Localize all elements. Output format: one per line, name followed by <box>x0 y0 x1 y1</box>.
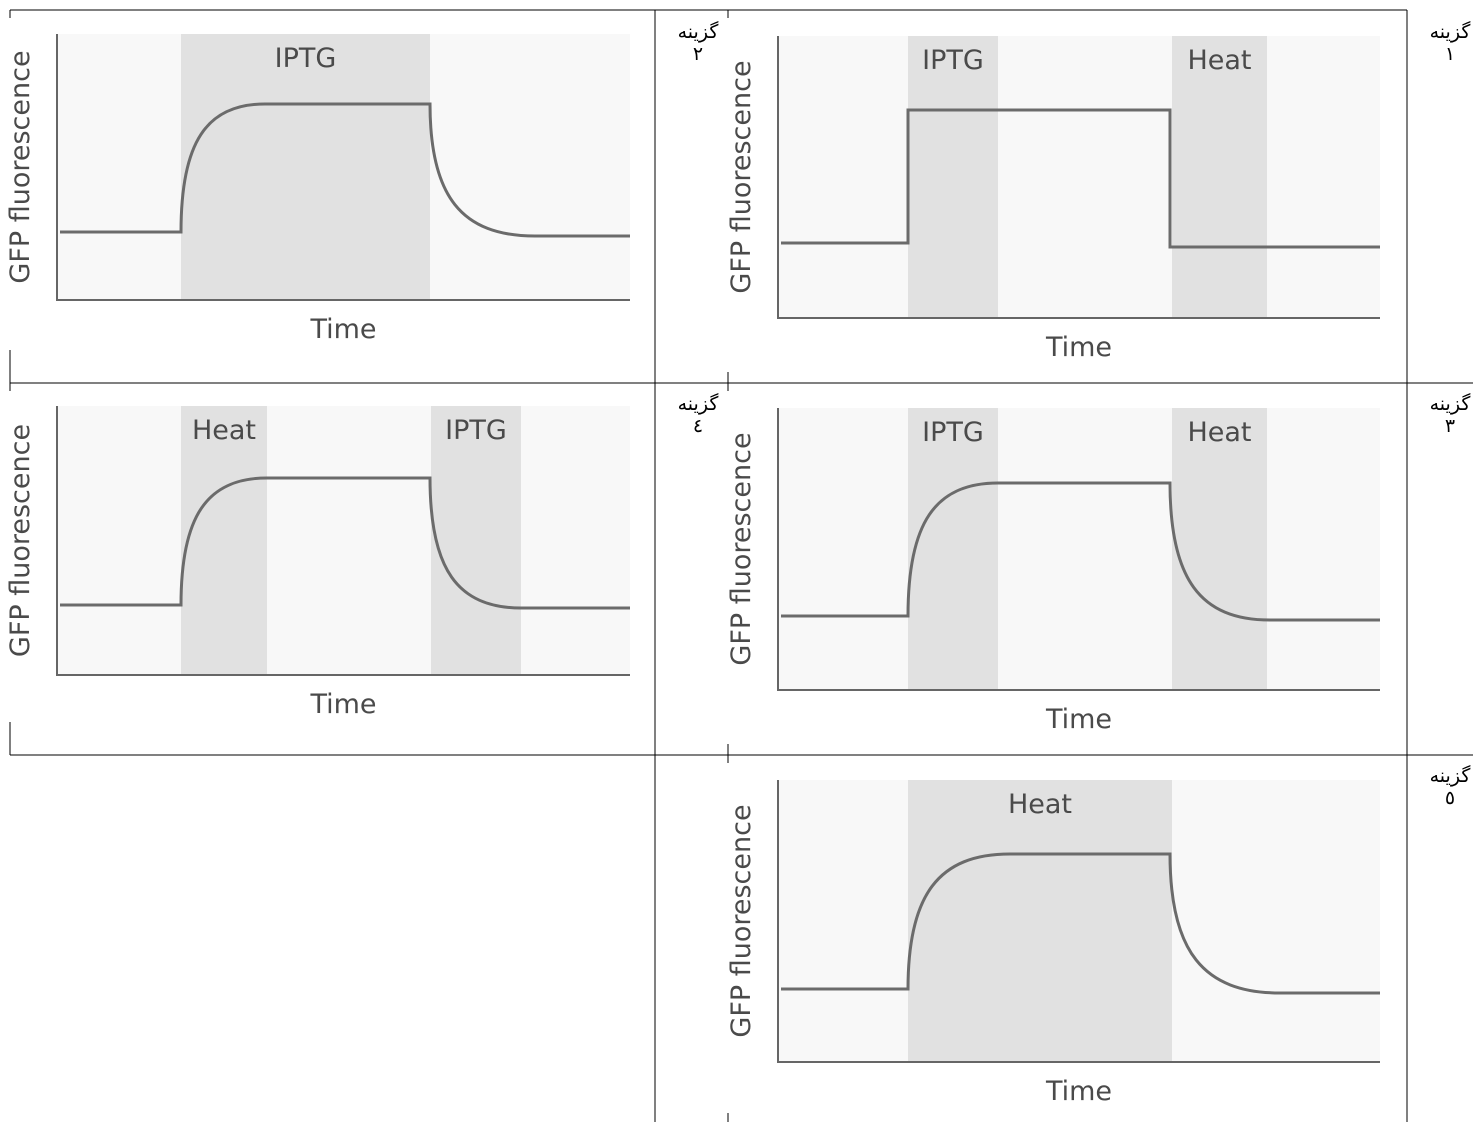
option-number: ۲ <box>693 44 703 65</box>
y-axis-label: GFP fluorescence <box>726 60 757 293</box>
y-axis-label: GFP fluorescence <box>5 424 36 657</box>
option-number: ٥ <box>1445 788 1455 809</box>
region <box>1172 36 1267 318</box>
region <box>181 34 430 300</box>
gfp-curve <box>781 108 1380 249</box>
axes <box>777 408 1380 691</box>
region-label: IPTG <box>445 415 507 446</box>
y-axis-label: GFP fluorescence <box>5 50 36 283</box>
x-axis-label: Time <box>1045 704 1112 735</box>
region-label: IPTG <box>922 417 984 448</box>
option-label: گزینه <box>1430 392 1472 415</box>
region-label: Heat <box>1187 45 1251 76</box>
region <box>181 406 267 675</box>
option-label: گزینه <box>678 392 720 415</box>
region-label: Heat <box>1187 417 1251 448</box>
x-axis-label: Time <box>1045 1076 1112 1107</box>
y-axis-label: GFP fluorescence <box>726 432 757 665</box>
plot-area <box>778 36 1380 318</box>
axes <box>56 406 630 676</box>
axes <box>777 36 1380 319</box>
region-label: Heat <box>1008 789 1072 820</box>
region <box>908 408 998 690</box>
gfp-curve <box>60 476 630 610</box>
plot-area <box>57 406 630 675</box>
region <box>908 780 1172 1062</box>
option-label: گزینه <box>1430 20 1472 43</box>
gfp-curve <box>781 481 1380 622</box>
option-number: ۱ <box>1445 44 1455 65</box>
region-label: IPTG <box>922 45 984 76</box>
option-label: گزینه <box>678 20 720 43</box>
region <box>1172 408 1267 690</box>
option-number: ٤ <box>693 416 703 437</box>
x-axis-label: Time <box>309 689 376 720</box>
region-label: IPTG <box>275 43 337 74</box>
axes <box>777 780 1380 1063</box>
axes <box>56 34 630 301</box>
gfp-curve <box>781 852 1380 995</box>
gfp-curve <box>60 102 630 238</box>
region <box>908 36 998 318</box>
table-rules <box>9 9 1473 1122</box>
x-axis-label: Time <box>1045 332 1112 363</box>
region-label: Heat <box>192 415 256 446</box>
option-number: ۳ <box>1445 416 1455 437</box>
region <box>431 406 521 675</box>
plot-area <box>778 408 1380 690</box>
option-label: گزینه <box>1430 764 1472 787</box>
y-axis-label: GFP fluorescence <box>726 804 757 1037</box>
x-axis-label: Time <box>309 314 376 345</box>
